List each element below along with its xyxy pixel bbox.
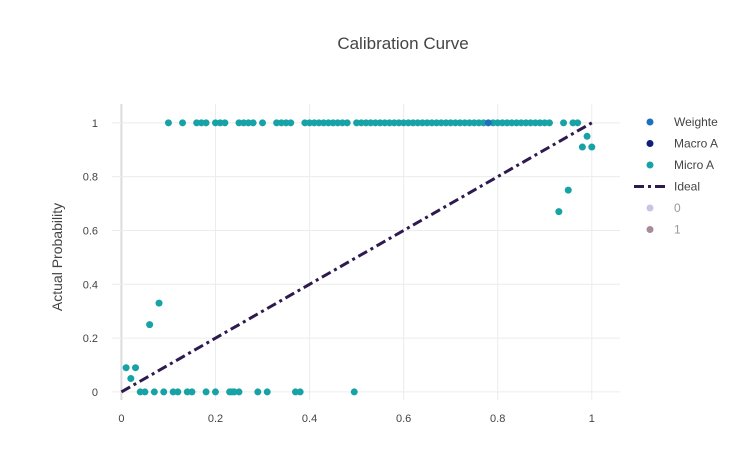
data-point [202,388,210,396]
x-tick-label: 0.6 [396,413,411,425]
data-point [141,388,149,396]
legend[interactable]: Weighte Macro A Micro A Ideal 0 1 [634,115,718,237]
data-point [287,119,295,127]
data-point [132,364,140,372]
legend-marker [646,140,654,147]
legend-item[interactable]: 0 [646,201,682,215]
data-point [164,119,172,127]
data-point [564,186,572,194]
y-tick-labels: 0 0.2 0.4 0.6 0.8 1 [83,118,98,399]
chart-title: Calibration Curve [337,34,468,53]
data-point [350,388,358,396]
legend-label: 0 [674,201,681,215]
data-point [249,119,257,127]
data-point [484,119,492,127]
ideal-line [120,121,593,394]
data-point [146,321,154,329]
data-point [174,388,182,396]
legend-marker [646,204,654,212]
data-point [560,119,568,127]
legend-item[interactable]: Weighte [646,115,719,129]
data-point [588,143,596,151]
data-point [211,388,219,396]
data-point [221,119,229,127]
data-point [259,119,267,127]
data-point [296,388,304,396]
data-point [578,143,586,151]
y-tick-label: 0.4 [83,279,98,291]
x-tick-label: 0 [118,413,124,425]
y-tick-label: 0 [92,387,98,399]
data-point [160,388,168,396]
data-point [188,388,196,396]
data-point [343,119,351,127]
data-point [122,364,130,372]
data-point [574,119,582,127]
x-tick-label: 0.8 [490,413,505,425]
data-point [254,388,262,396]
y-tick-label: 0.2 [83,333,98,345]
y-axis-title: Actual Probability [49,203,65,311]
y-tick-label: 1 [92,118,98,130]
legend-label: 1 [674,223,681,237]
legend-item[interactable]: Macro A [646,137,719,151]
data-point [179,119,187,127]
data-point [127,374,135,382]
legend-label: Ideal [674,180,700,194]
x-tick-label: 0.4 [302,413,317,425]
data-point [150,388,158,396]
legend-marker [646,226,654,233]
data-point [235,388,243,396]
data-point [583,132,591,140]
data-point [263,388,271,396]
legend-label: Micro A [674,158,714,172]
data-point [155,299,163,307]
data-point [202,119,210,127]
legend-item[interactable]: Ideal [634,180,700,194]
ideal-line-layer [120,121,593,394]
data-point [545,119,553,127]
legend-label: Macro A [674,137,718,151]
points-layer [122,119,596,396]
y-tick-label: 0.6 [83,225,98,237]
x-tick-label: 1 [589,413,595,425]
legend-item[interactable]: Micro A [646,158,715,172]
data-point [555,208,563,216]
x-tick-label: 0.2 [208,413,223,425]
x-tick-labels: 0 0.2 0.4 0.6 0.8 1 [118,413,594,425]
legend-label: Weighte [674,115,718,129]
legend-item[interactable]: 1 [646,223,682,237]
legend-marker [646,161,654,169]
y-tick-label: 0.8 [83,172,98,184]
legend-marker [646,118,654,126]
